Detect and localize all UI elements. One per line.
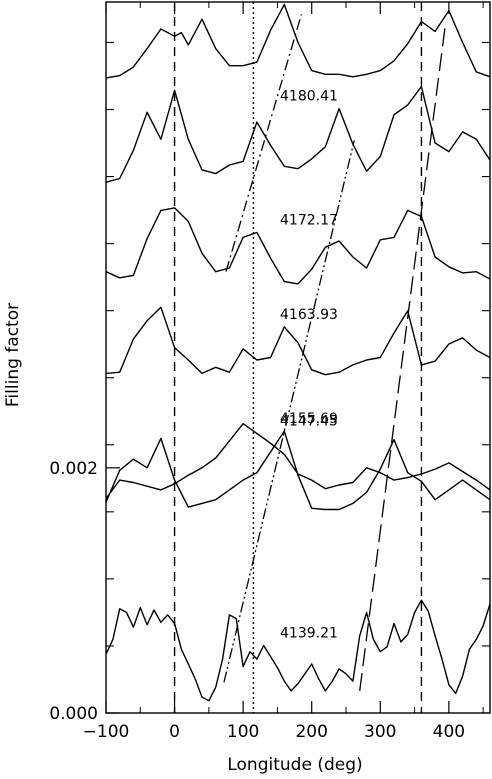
series-label-5: 4147.45 [280, 414, 338, 430]
y-axis-label: Filling factor [3, 303, 23, 407]
series-label-3: 4163.93 [280, 307, 338, 323]
x-axis-label: Longitude (deg) [227, 755, 362, 775]
plot-frame [105, 1, 491, 714]
x-tick-label-2: 100 [227, 722, 259, 742]
y-tick-label-0: 0.000 [49, 704, 98, 724]
trend-line-0 [225, 14, 303, 272]
series-label-4: 4155.69 [280, 411, 338, 427]
x-tick-label-5: 400 [433, 722, 465, 742]
series-line-2 [106, 207, 490, 285]
series-line-5 [106, 423, 490, 499]
x-tick-label-3: 200 [295, 722, 327, 742]
series-line-1 [106, 85, 490, 183]
series-label-2: 4172.17 [280, 212, 338, 228]
series-line-4 [106, 430, 490, 511]
x-tick-label-4: 300 [364, 722, 396, 742]
x-tick-label-1: 0 [169, 722, 180, 742]
series-line-6 [106, 599, 490, 702]
x-tick-label-0: −100 [83, 722, 130, 742]
series-label-1: 4180.41 [280, 89, 338, 105]
y-tick-label-1: 0.002 [49, 459, 98, 479]
trend-line-2 [359, 23, 447, 692]
trend-line-1 [223, 140, 355, 683]
series-label-6: 4139.21 [280, 626, 338, 642]
series-line-0 [106, 3, 490, 79]
series-line-3 [106, 306, 490, 376]
plot-area [106, 2, 490, 713]
